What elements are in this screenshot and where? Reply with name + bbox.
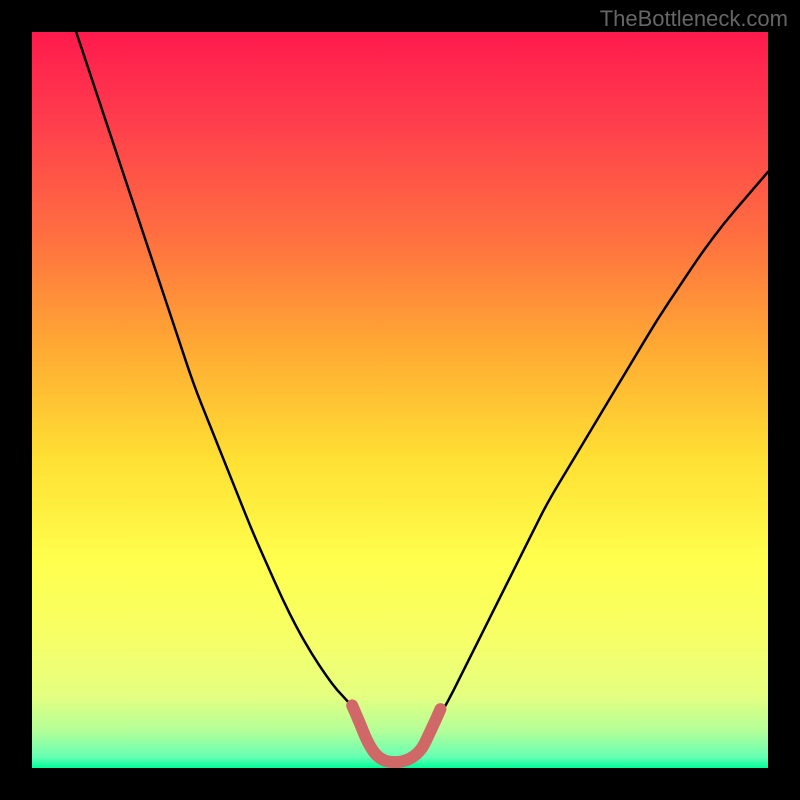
plot-area (32, 32, 768, 768)
bottleneck-curve (76, 32, 768, 762)
curve-layer (32, 32, 768, 768)
fit-highlight (352, 705, 440, 762)
watermark: TheBottleneck.com (600, 6, 788, 32)
